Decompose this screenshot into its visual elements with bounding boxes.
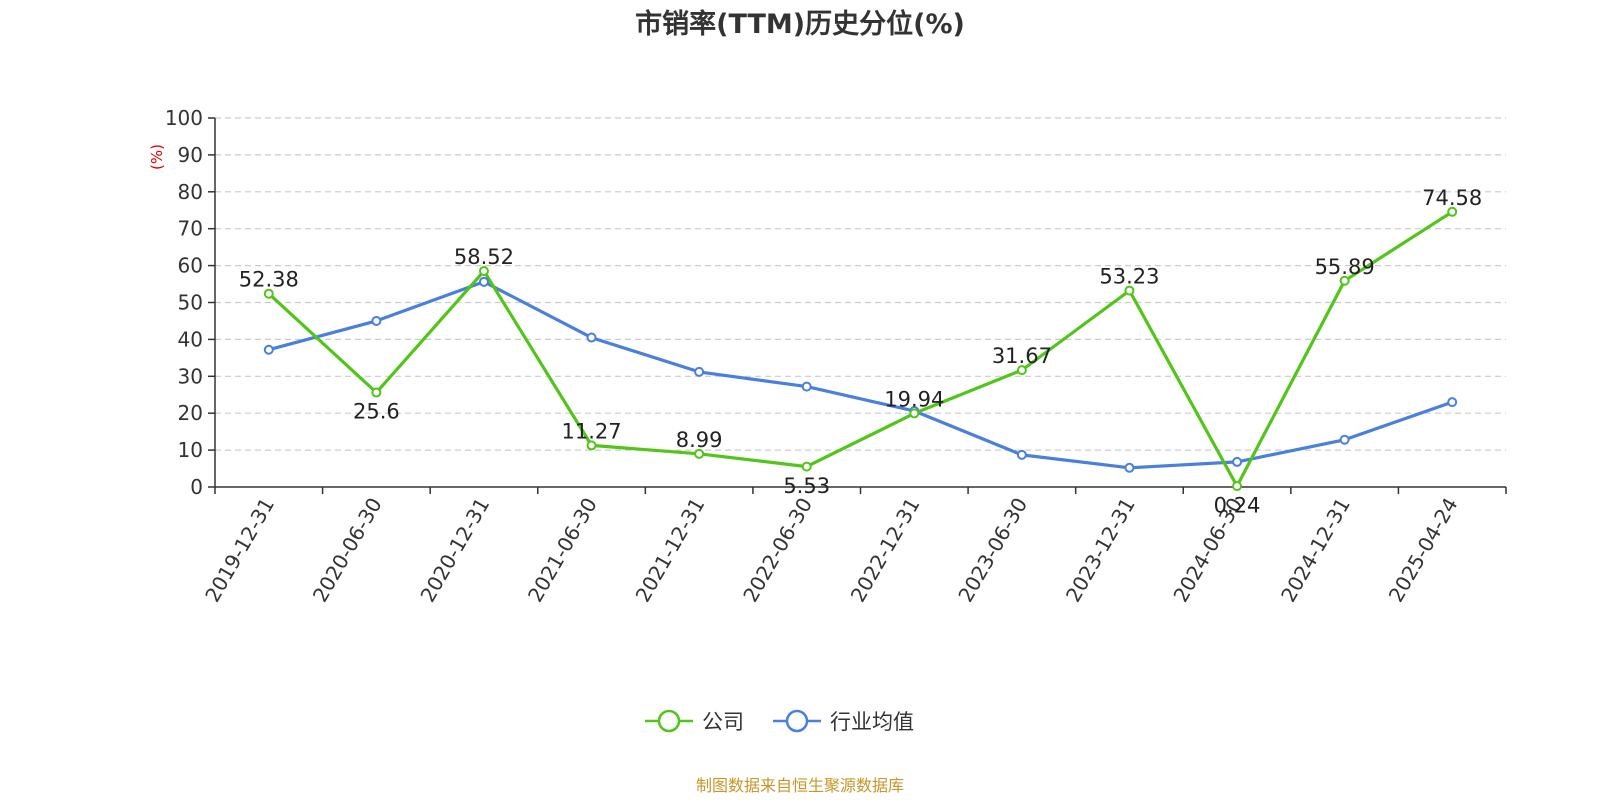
data-point[interactable] xyxy=(909,408,920,419)
data-label: 0.24 xyxy=(1214,493,1261,517)
data-point[interactable] xyxy=(1124,285,1135,296)
y-tick-label: 70 xyxy=(178,217,203,241)
legend[interactable]: 公司 行业均值 xyxy=(645,709,914,734)
chart-title: 市销率(TTM)历史分位(%) xyxy=(635,8,965,40)
legend-label: 公司 xyxy=(702,710,744,734)
data-labels: 52.38 25.6 58.52 11.27 8.99 5.53 19.94 31.67 53.… xyxy=(239,186,1483,518)
y-tick-label: 80 xyxy=(178,180,203,204)
data-point[interactable] xyxy=(801,381,812,392)
grid-lines xyxy=(215,117,1506,451)
x-tick-label: 2019-12-31 xyxy=(200,494,279,607)
data-point[interactable] xyxy=(1339,275,1350,286)
series-lines xyxy=(267,210,1454,488)
x-tick-label: 2025-04-24 xyxy=(1384,494,1463,607)
data-point[interactable] xyxy=(586,440,597,451)
legend-item-industry-average[interactable]: 行业均值 xyxy=(773,709,914,734)
data-point[interactable] xyxy=(801,461,812,472)
series-line xyxy=(267,210,1454,488)
data-label: 5.53 xyxy=(783,474,830,498)
x-tick-label: 2023-12-31 xyxy=(1061,494,1140,607)
data-point[interactable] xyxy=(263,344,274,355)
y-tick-label: 60 xyxy=(178,254,203,278)
x-tick-label: 2023-06-30 xyxy=(953,494,1032,607)
data-point[interactable] xyxy=(1447,397,1458,408)
data-label: 55.89 xyxy=(1315,255,1375,279)
legend-item-company[interactable]: 公司 xyxy=(645,709,744,734)
data-label: 74.58 xyxy=(1422,186,1482,210)
data-label: 8.99 xyxy=(676,428,723,452)
legend-marker-icon xyxy=(657,709,681,733)
y-tick-label: 0 xyxy=(190,475,203,499)
data-point[interactable] xyxy=(1124,462,1135,473)
source-note: 制图数据来自恒生聚源数据库 xyxy=(696,776,904,795)
data-label: 25.6 xyxy=(353,400,400,424)
data-point[interactable] xyxy=(1447,206,1458,217)
data-label: 31.67 xyxy=(992,344,1052,368)
x-tick-label: 2020-06-30 xyxy=(308,494,387,607)
data-label: 19.94 xyxy=(884,387,944,411)
data-point[interactable] xyxy=(371,387,382,398)
legend-label: 行业均值 xyxy=(830,710,914,734)
data-point[interactable] xyxy=(478,266,489,277)
series-points xyxy=(263,206,1458,492)
data-point[interactable] xyxy=(1232,456,1243,467)
y-tick-label: 100 xyxy=(165,106,203,130)
data-label: 52.38 xyxy=(239,268,299,292)
y-axis-unit-label: (%) xyxy=(148,144,166,170)
x-axis: 2019-12-31 2020-06-30 2020-12-31 2021-06-30… xyxy=(200,486,1507,607)
data-point[interactable] xyxy=(586,332,597,343)
data-point[interactable] xyxy=(1339,434,1350,445)
data-point[interactable] xyxy=(263,288,274,299)
series-line xyxy=(268,280,1453,470)
data-point[interactable] xyxy=(478,276,489,287)
x-tick-label: 2024-12-31 xyxy=(1276,494,1355,607)
x-tick-label: 2022-12-31 xyxy=(846,494,925,607)
x-tick-label: 2020-12-31 xyxy=(415,494,494,607)
y-tick-label: 10 xyxy=(178,438,203,462)
data-label: 58.52 xyxy=(454,245,514,269)
data-label: 53.23 xyxy=(1099,265,1159,289)
data-point[interactable] xyxy=(1232,481,1243,492)
data-point[interactable] xyxy=(694,448,705,459)
legend-marker-icon xyxy=(785,709,809,733)
y-tick-label: 30 xyxy=(178,364,203,388)
y-axis: 0 10 20 30 40 50 60 70 80 90 100 xyxy=(165,106,216,499)
data-point[interactable] xyxy=(371,315,382,326)
data-point[interactable] xyxy=(1016,449,1027,460)
y-tick-label: 40 xyxy=(178,327,203,351)
y-tick-label: 90 xyxy=(178,143,203,167)
y-tick-label: 50 xyxy=(178,291,203,315)
x-tick-label: 2021-06-30 xyxy=(523,494,602,607)
x-tick-label: 2022-06-30 xyxy=(738,494,817,607)
x-tick-label: 2021-12-31 xyxy=(631,494,710,607)
y-tick-label: 20 xyxy=(178,401,203,425)
data-point[interactable] xyxy=(694,366,705,377)
data-label: 11.27 xyxy=(561,419,621,443)
data-point[interactable] xyxy=(1016,365,1027,376)
